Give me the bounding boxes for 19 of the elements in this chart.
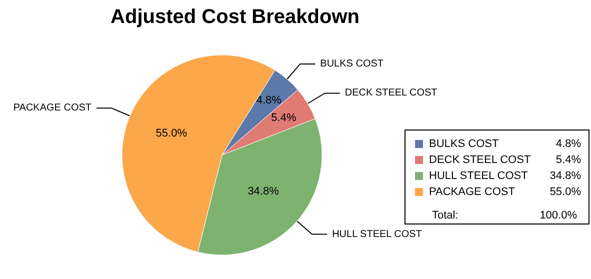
text: 55.0% <box>550 186 581 198</box>
legend-label: BULKS COST <box>429 138 499 150</box>
slice-label: HULL STEEL COST <box>332 228 422 240</box>
text: 5.4% <box>556 154 581 166</box>
text: Total: <box>432 210 458 222</box>
data-label: 34.8% <box>248 185 280 198</box>
slice-label: DECK STEEL COST <box>344 88 438 99</box>
text: 34.8% <box>550 170 581 182</box>
data-label: 5.4% <box>271 112 296 124</box>
slice-label: BULKS COST <box>320 58 384 70</box>
text: 100.0% <box>540 210 578 222</box>
legend-label: HULL STEEL COST <box>429 170 528 182</box>
legend-label: DECK STEEL COST <box>429 154 531 166</box>
chart-title: Adjusted Cost Breakdown <box>110 6 360 28</box>
data-label: 4.8% <box>256 94 282 106</box>
legend-label: PACKAGE COST <box>429 186 516 198</box>
data-label: 55.0% <box>156 128 188 140</box>
text: 4.8% <box>556 138 581 150</box>
slice-label: PACKAGE COST <box>13 102 92 114</box>
